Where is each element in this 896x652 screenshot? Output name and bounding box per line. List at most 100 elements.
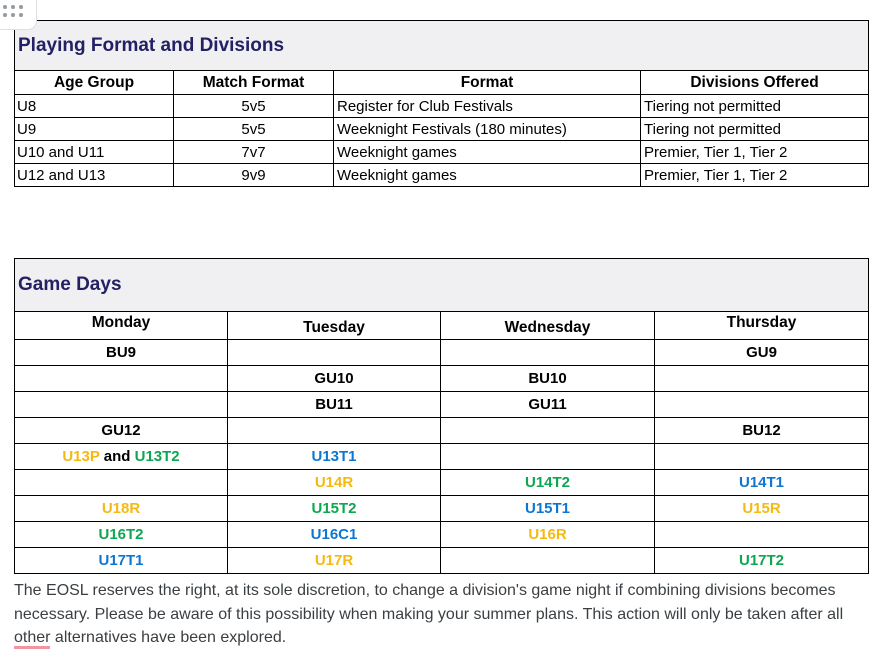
division-label: U15R: [742, 500, 781, 517]
table-cell: GU11: [440, 391, 655, 418]
division-label: BU12: [742, 422, 781, 439]
division-label: BU11: [315, 396, 353, 413]
division-label: and: [99, 448, 135, 465]
table-cell: Weeknight Festivals (180 minutes): [333, 117, 641, 141]
division-label: U13T1: [311, 448, 357, 465]
table-cell: [227, 417, 441, 444]
table-cell: U8: [14, 94, 174, 118]
table-drag-handle[interactable]: [0, 0, 37, 30]
table-cell: [653, 391, 870, 418]
division-label: U16C1: [310, 526, 358, 543]
spellcheck-flagged-word: other: [14, 629, 51, 649]
table-cell: Weeknight games: [333, 140, 641, 164]
column-header: Thursday: [653, 311, 870, 340]
table-cell: Tiering not permitted: [640, 117, 869, 141]
column-header: Format: [333, 70, 641, 95]
table-cell: Premier, Tier 1, Tier 2: [640, 163, 869, 187]
gamedays-table-header-row: Monday Tuesday Wednesday Thursday: [14, 311, 870, 340]
table-row: U12 and U13 9v9 Weeknight games Premier, Ti…: [14, 163, 869, 187]
table-cell: [227, 339, 441, 366]
game-days-table: Game Days Monday Tuesday Wednesday Thursday…: [13, 258, 870, 574]
table-cell: U10 and U11: [14, 140, 174, 164]
table-row: U18R U15T2 U15T1 U15R: [14, 495, 870, 522]
division-label: U16T2: [98, 526, 144, 543]
division-label: U14T1: [738, 474, 785, 491]
division-label: U14T2: [524, 474, 571, 491]
table-cell: [14, 365, 228, 392]
table-cell: GU9: [653, 339, 870, 366]
footer-line: other alternatives have been explored.: [14, 626, 882, 650]
division-label: U15T1: [524, 500, 571, 517]
division-label: GU10: [314, 370, 354, 387]
division-label: U14R: [314, 474, 354, 491]
footer-line: necessary. Please be aware of this possi…: [14, 605, 844, 623]
table-cell: U15R: [653, 495, 870, 522]
table-cell: GU12: [14, 417, 228, 444]
table-row: U17T1 U17R U17T2: [14, 547, 870, 574]
table-cell: U17T2: [653, 547, 870, 574]
table-row: U14R U14T2 U14T1: [14, 469, 870, 496]
table-cell: BU12: [653, 417, 870, 444]
table-cell: [440, 443, 655, 470]
table-cell: U12 and U13: [14, 163, 174, 187]
division-label: U17R: [314, 552, 354, 569]
footer-line: The EOSL reserves the right, at its sole…: [14, 582, 836, 599]
table-row: GU10 BU10: [14, 365, 870, 392]
table-row: U8 5v5 Register for Club Festivals Tiering …: [14, 94, 869, 118]
table-cell: [653, 521, 870, 548]
table-cell: 5v5: [173, 94, 334, 118]
division-label: U13P: [62, 448, 100, 465]
table-row: U9 5v5 Weeknight Festivals (180 minutes) Ti…: [14, 117, 869, 141]
table-cell: U9: [14, 117, 174, 141]
division-label: GU12: [101, 422, 141, 439]
table-cell: 5v5: [173, 117, 334, 141]
table-cell: U18R: [14, 495, 228, 522]
column-header: Match Format: [173, 70, 334, 95]
table-row: GU12 BU12: [14, 417, 870, 444]
table-cell: U14T1: [653, 469, 870, 496]
table-cell: U16T2: [14, 521, 228, 548]
table-cell: U15T2: [227, 495, 441, 522]
table-cell: BU11: [227, 391, 441, 418]
division-label: U15T2: [311, 500, 357, 517]
table-row: BU11 GU11: [14, 391, 870, 418]
table-cell: U14R: [227, 469, 441, 496]
table-cell: [440, 339, 655, 366]
division-label: U13T2: [134, 448, 180, 465]
table-cell: U13T1: [227, 443, 441, 470]
table-cell: U17R: [227, 547, 441, 574]
format-table-header-row: Age Group Match Format Format Divisions Off…: [14, 70, 869, 95]
column-header: Monday: [14, 311, 228, 340]
table-cell: BU10: [440, 365, 655, 392]
division-label: GU9: [746, 344, 777, 361]
table-cell: U14T2: [440, 469, 655, 496]
table-cell: U15T1: [440, 495, 655, 522]
table-cell: U16C1: [227, 521, 441, 548]
table-cell: U17T1: [14, 547, 228, 574]
division-label: BU9: [105, 344, 136, 361]
division-label: GU11: [528, 396, 567, 413]
six-dot-grid-icon: [3, 5, 23, 17]
table-cell: U13P and U13T2: [14, 443, 228, 470]
column-header: Age Group: [14, 70, 174, 95]
table-cell: BU9: [14, 339, 228, 366]
column-header: Divisions Offered: [640, 70, 869, 95]
table-row: U10 and U11 7v7 Weeknight games Premier, Ti…: [14, 140, 869, 164]
division-label: BU10: [528, 370, 567, 387]
table-cell: [653, 365, 870, 392]
column-header: Tuesday: [227, 311, 441, 340]
table-row: U13P and U13T2 U13T1: [14, 443, 870, 470]
table-cell: [14, 391, 228, 418]
table-cell: Premier, Tier 1, Tier 2: [640, 140, 869, 164]
table-row: BU9 GU9: [14, 339, 870, 366]
table-cell: U16R: [440, 521, 655, 548]
table-cell: 7v7: [173, 140, 334, 164]
table-cell: Tiering not permitted: [640, 94, 869, 118]
division-label: U18R: [101, 500, 141, 517]
table-cell: [440, 547, 655, 574]
division-label: U17T1: [98, 552, 144, 569]
table-row: U16T2 U16C1 U16R: [14, 521, 870, 548]
table-cell: GU10: [227, 365, 441, 392]
column-header: Wednesday: [440, 311, 655, 340]
footer-disclaimer: The EOSL reserves the right, at its sole…: [14, 579, 882, 650]
